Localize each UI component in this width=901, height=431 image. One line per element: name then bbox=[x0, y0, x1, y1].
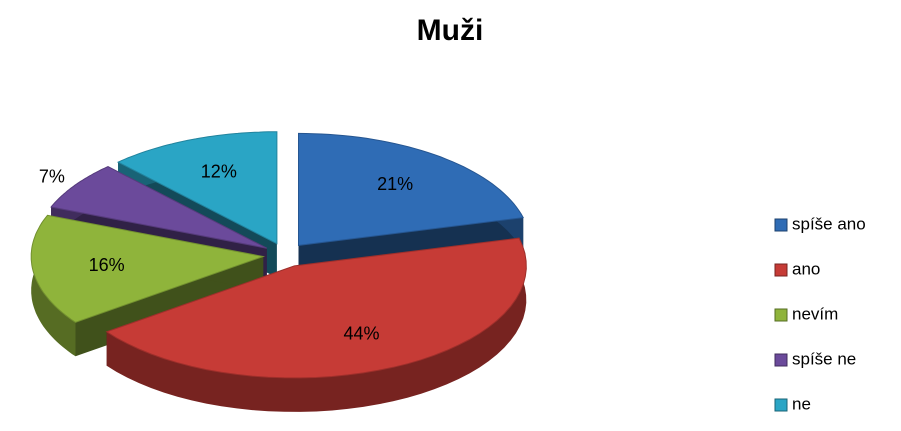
legend-label: ano bbox=[792, 259, 820, 278]
slice bbox=[298, 132, 524, 246]
data-label: 7% bbox=[39, 166, 65, 186]
slice bbox=[116, 131, 278, 245]
legend-swatch bbox=[774, 353, 788, 367]
data-label: 12% bbox=[201, 162, 237, 182]
legend-swatch bbox=[774, 218, 788, 232]
legend-swatch bbox=[774, 398, 788, 412]
chart-title: Muži bbox=[417, 14, 484, 47]
legend-swatch bbox=[774, 263, 788, 277]
legend-label: ne bbox=[792, 394, 811, 413]
data-label: 16% bbox=[89, 255, 125, 275]
slice bbox=[30, 214, 266, 323]
slice bbox=[50, 166, 268, 249]
slice-side bbox=[106, 238, 527, 412]
legend-label: spíše ne bbox=[792, 349, 856, 368]
data-label: 44% bbox=[344, 324, 380, 344]
legend-swatch bbox=[774, 308, 788, 322]
data-label: 21% bbox=[377, 174, 413, 194]
legend-label: nevím bbox=[792, 304, 838, 323]
legend-label: spíše ano bbox=[792, 214, 866, 233]
slice bbox=[105, 237, 527, 379]
